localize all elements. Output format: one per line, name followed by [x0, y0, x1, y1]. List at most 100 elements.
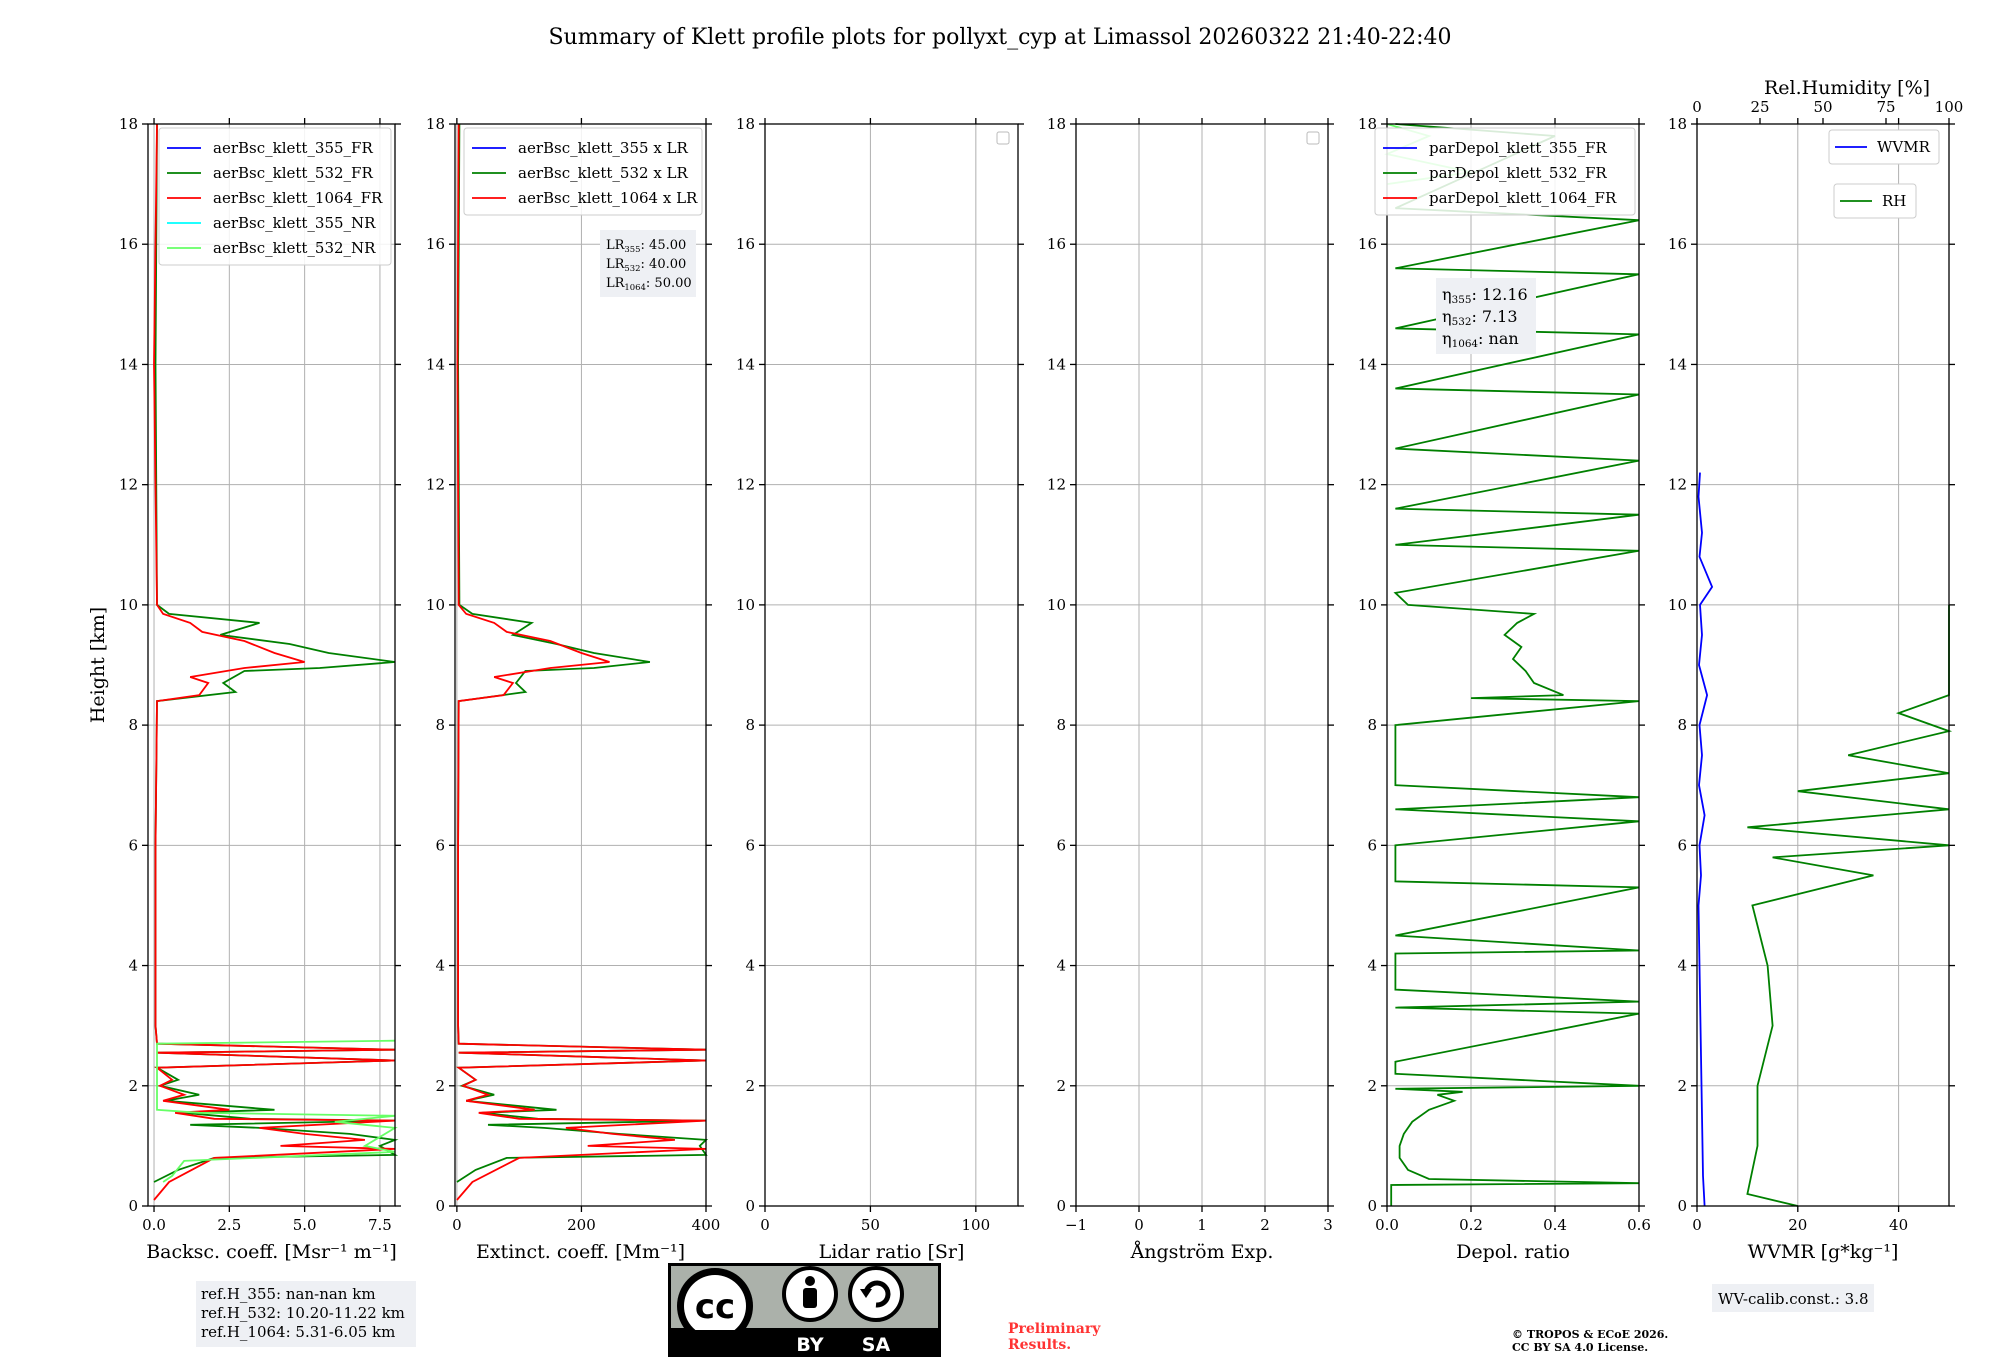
legend-box [1833, 183, 1917, 219]
top-x-tick-label: 75 [1876, 98, 1895, 116]
y-tick-label: 2 [1367, 1077, 1377, 1095]
lidar-ratio-box-line: LR1064: 50.00 [606, 276, 692, 292]
series-RH [1746, 604, 1953, 1207]
top-x-tick-label: 0 [1692, 98, 1702, 116]
y-tick-label: 6 [435, 836, 445, 854]
y-tick-label: 6 [1367, 836, 1377, 854]
x-axis-label: Lidar ratio [Sr] [819, 1241, 965, 1263]
sa-icon-arrow [863, 1280, 891, 1308]
top-axis-label: Rel.Humidity [%] [1764, 77, 1930, 99]
y-tick-label: 4 [128, 957, 138, 975]
y-tick-label: 4 [1367, 957, 1377, 975]
badge-by-label: BY [796, 1334, 823, 1356]
y-tick-label: 14 [1668, 355, 1687, 373]
top-x-tick-label: 50 [1813, 98, 1832, 116]
y-tick-label: 16 [426, 235, 445, 253]
x-tick-label: 3 [1323, 1216, 1333, 1234]
y-tick-label: 16 [1668, 235, 1687, 253]
y-tick-label: 10 [1358, 596, 1377, 614]
x-axis-label: Depol. ratio [1456, 1241, 1570, 1263]
axes-frame [764, 123, 1019, 1207]
y-tick-label: 6 [1056, 836, 1066, 854]
lidar-ratio-box-line: LR355: 45.00 [606, 238, 686, 254]
legend-label: parDepol_klett_1064_FR [1429, 189, 1617, 207]
legend-label: aerBsc_klett_532 x LR [518, 164, 689, 182]
empty-legend-box [1306, 131, 1320, 145]
y-tick-label: 0 [128, 1197, 138, 1215]
y-tick-label: 6 [1677, 836, 1687, 854]
y-tick-label: 0 [1677, 1197, 1687, 1215]
x-tick-label: 0 [760, 1216, 770, 1234]
x-tick-label: 20 [1788, 1216, 1807, 1234]
x-axis-label: Backsc. coeff. [Msr⁻¹ m⁻¹] [146, 1241, 397, 1263]
x-axis-label: Ångström Exp. [1130, 1241, 1274, 1263]
cc-license-badge: cc BY SA [668, 1263, 941, 1357]
y-tick-label: 12 [1358, 476, 1377, 494]
series-aerBsc_klett_1064_FR [153, 123, 396, 1201]
y-tick-label: 14 [1358, 355, 1377, 373]
legend-box [463, 127, 703, 216]
y-tick-label: 12 [119, 476, 138, 494]
ref-height-532: ref.H_532: 10.20-11.22 km [201, 1304, 405, 1322]
y-tick-label: 2 [1677, 1077, 1687, 1095]
legend-label: aerBsc_klett_532_FR [213, 164, 373, 182]
y-tick-label: 0 [1367, 1197, 1377, 1215]
x-tick-label: 100 [962, 1216, 991, 1234]
axes-frame [1386, 123, 1640, 1207]
axes-frame [454, 123, 707, 1207]
panel-3: 0 2 4 6 8 10 12 14 16 18 0 50 100 Lidar ratio [Sr] [736, 115, 1024, 1263]
y-tick-label: 18 [426, 115, 445, 133]
legend-box [1374, 127, 1636, 216]
y-tick-label: 12 [1668, 476, 1687, 494]
top-x-tick-label: 25 [1750, 98, 1769, 116]
y-tick-label: 16 [1047, 235, 1066, 253]
y-tick-label: 16 [119, 235, 138, 253]
badge-bottom [671, 1330, 938, 1354]
eta-box-line: η532: 7.13 [1442, 307, 1518, 328]
x-tick-label: 0 [1134, 1216, 1144, 1234]
y-tick-label: 10 [426, 596, 445, 614]
by-icon-head [805, 1276, 815, 1286]
x-tick-label: 0.0 [1375, 1216, 1399, 1234]
copyright-line-2: CC BY SA 4.0 License. [1512, 1341, 1648, 1354]
y-tick-label: 8 [128, 716, 138, 734]
y-tick-label: 18 [1047, 115, 1066, 133]
legend-label: RH [1882, 192, 1906, 210]
legend-box [158, 127, 392, 266]
y-axis-label: Height [km] [87, 607, 109, 723]
y-tick-label: 4 [745, 957, 755, 975]
series-aerBsc_klett_1064 x LR [456, 123, 707, 1201]
x-tick-label: 1 [1197, 1216, 1207, 1234]
y-tick-label: 14 [1047, 355, 1066, 373]
y-tick-label: 18 [1668, 115, 1687, 133]
y-tick-label: 12 [426, 476, 445, 494]
x-axis-label: Extinct. coeff. [Mm⁻¹] [476, 1241, 685, 1263]
y-tick-label: 8 [1056, 716, 1066, 734]
y-tick-label: 8 [1677, 716, 1687, 734]
y-tick-label: 6 [128, 836, 138, 854]
y-tick-label: 0 [435, 1197, 445, 1215]
eta-box-line: η355: 12.16 [1442, 285, 1528, 306]
legend-label: aerBsc_klett_532_NR [213, 239, 376, 257]
series-WVMR [1697, 472, 1714, 1207]
preliminary-line-1: Preliminary [1008, 1321, 1101, 1337]
y-tick-label: 8 [745, 716, 755, 734]
y-tick-label: 0 [1056, 1197, 1066, 1215]
series-aerBsc_klett_532_NR [156, 1039, 398, 1183]
y-tick-label: 6 [745, 836, 755, 854]
y-tick-label: 2 [128, 1077, 138, 1095]
y-tick-label: 16 [736, 235, 755, 253]
y-tick-label: 14 [119, 355, 138, 373]
wv-calib-text: WV-calib.const.: 3.8 [1718, 1290, 1869, 1308]
x-tick-label: 7.5 [368, 1216, 392, 1234]
panel-2: 0 2 4 6 8 10 12 14 16 18 0 200 400 Extinct. coeff. [M… [426, 115, 720, 1263]
panel-6: 0 2 4 6 8 10 12 14 16 18 0 20 40 WVMR [g*kg⁻¹] 0 25 50 75… [1668, 77, 1963, 1312]
x-tick-label: 2.5 [217, 1216, 241, 1234]
y-tick-label: 4 [435, 957, 445, 975]
y-tick-label: 0 [745, 1197, 755, 1215]
x-tick-label: 200 [567, 1216, 596, 1234]
cc-circle-inner [684, 1275, 746, 1337]
